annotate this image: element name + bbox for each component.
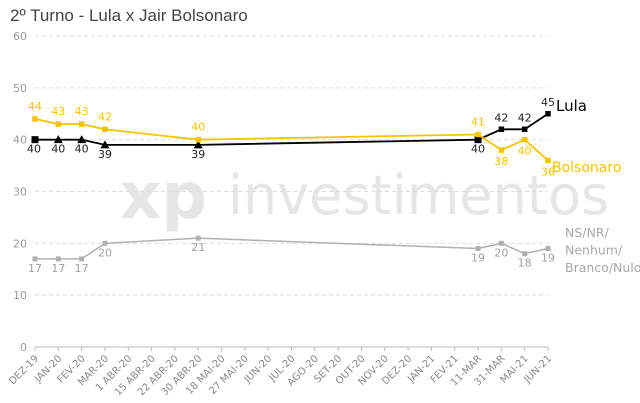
data-label: 21 [191, 241, 205, 254]
series-1: 40 40 40 39 39 40 42 42 45 [27, 96, 555, 161]
data-label: 38 [494, 155, 508, 168]
data-point [545, 157, 551, 164]
data-label: 20 [98, 246, 112, 259]
x-tick-label: DEZ-19 [7, 353, 41, 387]
y-tick-label: 0 [20, 341, 27, 354]
data-point [521, 126, 528, 133]
data-point [193, 140, 203, 149]
y-tick-label: 30 [13, 186, 27, 199]
series-name-line: Branco/Nulo [565, 260, 640, 275]
series-3: 17 17 17 20 21 19 20 18 19 [28, 235, 555, 275]
data-point [102, 240, 108, 246]
data-point [475, 131, 481, 138]
data-point [102, 126, 108, 133]
data-point [55, 256, 61, 262]
data-label: 43 [75, 105, 89, 118]
data-label: 40 [191, 121, 205, 134]
data-label: 40 [518, 145, 532, 158]
data-label: 39 [191, 148, 205, 161]
data-point [32, 256, 38, 262]
data-point [77, 135, 87, 144]
data-label: 20 [494, 246, 508, 259]
data-point [31, 136, 39, 144]
data-point [498, 147, 505, 153]
data-label: 40 [51, 143, 65, 156]
data-label: 42 [98, 110, 112, 123]
series-name-line: NS/NR/ [565, 225, 610, 240]
data-point [545, 111, 551, 117]
series-name-ns: NS/NR/Nenhum/Branco/Nulo [565, 225, 640, 275]
data-point [195, 136, 201, 143]
data-point [545, 246, 551, 252]
data-label: 17 [51, 262, 65, 275]
data-point [498, 126, 505, 133]
series-name-bolsonaro: Bolsonaro [552, 160, 621, 176]
data-label: 39 [98, 148, 112, 161]
series-2: 44 43 43 42 40 41 38 40 36 [28, 100, 555, 178]
data-point [195, 235, 201, 241]
data-point [79, 256, 85, 262]
watermark: xp investimentos [120, 160, 609, 234]
y-tick-label: 20 [13, 237, 27, 250]
data-label: 40 [27, 143, 41, 156]
watermark-brand: xp [120, 160, 207, 234]
y-tick-label: 50 [13, 82, 27, 95]
y-tick-label: 10 [13, 289, 27, 302]
watermark-text: investimentos [228, 164, 609, 227]
data-label: 42 [518, 111, 532, 124]
data-label: 17 [75, 262, 89, 275]
data-label: 44 [28, 100, 42, 113]
data-label: 19 [541, 252, 555, 265]
data-label: 19 [471, 252, 485, 265]
data-point [474, 136, 482, 144]
data-label: 42 [494, 111, 508, 124]
data-point [32, 116, 38, 122]
data-point [522, 251, 528, 257]
data-point [498, 240, 504, 246]
y-tick-label: 40 [13, 134, 27, 147]
data-point [521, 136, 528, 143]
data-label: 18 [518, 257, 532, 270]
data-label: 41 [471, 115, 485, 128]
series-name-lula: Lula [556, 97, 587, 115]
chart-title: 2º Turno - Lula x Jair Bolsonaro [10, 6, 248, 25]
data-label: 17 [28, 262, 42, 275]
series-name-line: Nenhum/ [565, 243, 623, 258]
data-label: 43 [51, 105, 65, 118]
y-axis-ticks: 0 10 20 30 40 50 60 [13, 30, 27, 354]
data-label: 45 [541, 96, 555, 109]
data-point [55, 121, 62, 127]
data-point [78, 121, 85, 127]
data-label: 36 [541, 165, 555, 178]
y-tick-label: 60 [13, 30, 27, 43]
data-label: 40 [75, 143, 89, 156]
data-point [53, 135, 63, 144]
data-point [475, 246, 481, 252]
data-point [100, 140, 110, 149]
data-label: 40 [471, 143, 485, 156]
